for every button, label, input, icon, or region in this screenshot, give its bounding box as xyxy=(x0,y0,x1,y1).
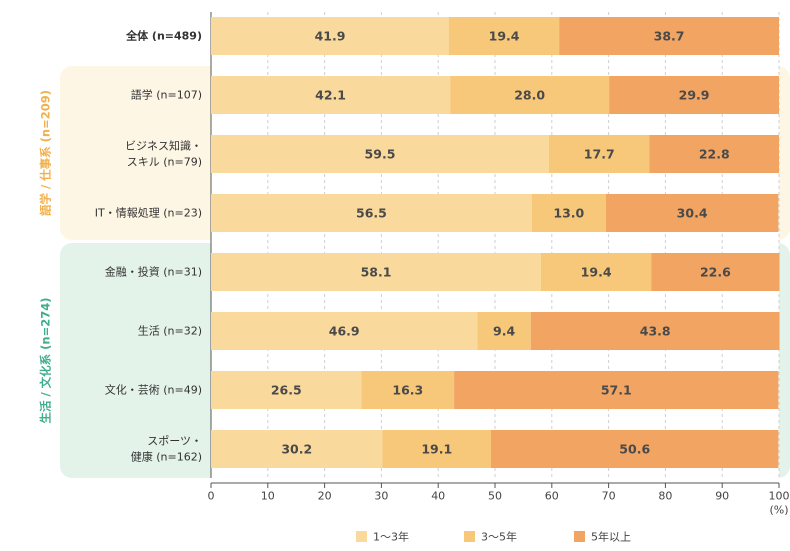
x-tick-label: 20 xyxy=(318,490,332,503)
category-label: スポーツ・健康 (n=162) xyxy=(131,435,202,464)
x-axis-unit: (%) xyxy=(769,504,788,517)
bar-segment xyxy=(211,312,478,350)
x-tick-label: 70 xyxy=(602,490,616,503)
data-label: 22.8 xyxy=(699,147,730,162)
bar-segment xyxy=(530,312,780,350)
category-label-line: IT・情報処理 (n=23) xyxy=(95,207,202,220)
data-label: 28.0 xyxy=(514,88,545,103)
category-label: 全体 (n=489) xyxy=(125,29,202,43)
data-label: 38.7 xyxy=(654,29,685,44)
data-label: 46.9 xyxy=(329,324,360,339)
bar-segment xyxy=(649,135,779,173)
legend-label: 3〜5年 xyxy=(481,530,517,544)
bar-segment xyxy=(548,135,650,173)
category-label-line: スポーツ・ xyxy=(147,435,202,448)
legend-label: 5年以上 xyxy=(591,530,631,544)
data-label: 56.5 xyxy=(356,206,387,221)
category-label-line: 文化・芸術 (n=49) xyxy=(105,383,202,397)
data-label: 19.1 xyxy=(421,442,452,457)
category-label: 金融・投資 (n=31) xyxy=(105,265,202,279)
legend-swatch xyxy=(356,531,367,542)
category-label-line: 健康 (n=162) xyxy=(131,450,202,464)
bar-segment xyxy=(609,76,779,114)
bar-segment xyxy=(491,430,779,468)
category-label-line: 金融・投資 (n=31) xyxy=(105,265,202,279)
bar-segment xyxy=(454,371,779,409)
data-label: 50.6 xyxy=(619,442,650,457)
bar-segment xyxy=(651,253,780,291)
category-label-line: スキル (n=79) xyxy=(127,156,202,169)
data-label: 59.5 xyxy=(365,147,396,162)
data-label: 22.6 xyxy=(700,265,731,280)
data-label: 9.4 xyxy=(493,324,515,339)
data-label: 13.0 xyxy=(553,206,584,221)
x-tick-label: 40 xyxy=(431,490,445,503)
bar-segment xyxy=(211,17,449,55)
x-tick-label: 100 xyxy=(769,490,790,503)
bar-segment xyxy=(559,17,779,55)
bar-segment xyxy=(211,430,383,468)
data-label: 30.4 xyxy=(677,206,708,221)
data-label: 29.9 xyxy=(679,88,710,103)
group-label-life: 生活 / 文化系 (n=274) xyxy=(39,297,53,423)
data-label: 58.1 xyxy=(361,265,392,280)
category-label: IT・情報処理 (n=23) xyxy=(95,207,202,220)
category-label: 文化・芸術 (n=49) xyxy=(105,383,202,397)
bar-segment xyxy=(448,17,560,55)
bar-segment xyxy=(211,253,542,291)
category-label: 語学 (n=107) xyxy=(131,88,202,102)
x-tick-label: 30 xyxy=(374,490,388,503)
category-label-line: ビジネス知識・ xyxy=(125,139,202,153)
data-label: 19.4 xyxy=(581,265,612,280)
bar-segment xyxy=(605,194,779,232)
bar-segment xyxy=(477,312,531,350)
bar-segment xyxy=(382,430,492,468)
category-label-line: 全体 (n=489) xyxy=(125,29,202,43)
data-label: 43.8 xyxy=(640,324,671,339)
legend-label: 1〜3年 xyxy=(373,530,409,544)
bar-segment xyxy=(531,194,606,232)
category-label: 生活 (n=32) xyxy=(138,324,202,338)
x-tick-label: 80 xyxy=(658,490,672,503)
data-label: 42.1 xyxy=(315,88,346,103)
legend-swatch xyxy=(464,531,475,542)
data-label: 57.1 xyxy=(601,383,632,398)
group-label-language: 語学 / 仕事系 (n=209) xyxy=(39,90,53,216)
bar-segment xyxy=(211,194,532,232)
bar-segment xyxy=(211,76,451,114)
x-tick-label: 90 xyxy=(715,490,729,503)
x-tick-label: 0 xyxy=(208,490,215,503)
data-label: 30.2 xyxy=(281,442,312,457)
category-label: ビジネス知識・スキル (n=79) xyxy=(125,139,202,169)
category-label-line: 語学 (n=107) xyxy=(131,88,202,102)
x-tick-label: 60 xyxy=(545,490,559,503)
data-label: 26.5 xyxy=(271,383,302,398)
x-tick-label: 10 xyxy=(261,490,275,503)
data-label: 19.4 xyxy=(489,29,520,44)
category-label-line: 生活 (n=32) xyxy=(138,324,202,338)
data-label: 41.9 xyxy=(315,29,346,44)
bar-segment xyxy=(211,371,362,409)
bar-segment xyxy=(361,371,455,409)
data-label: 16.3 xyxy=(392,383,423,398)
bar-segment xyxy=(450,76,610,114)
bar-segment xyxy=(541,253,652,291)
data-label: 17.7 xyxy=(584,147,615,162)
bar-segment xyxy=(211,135,549,173)
legend-swatch xyxy=(574,531,585,542)
x-tick-label: 50 xyxy=(488,490,502,503)
